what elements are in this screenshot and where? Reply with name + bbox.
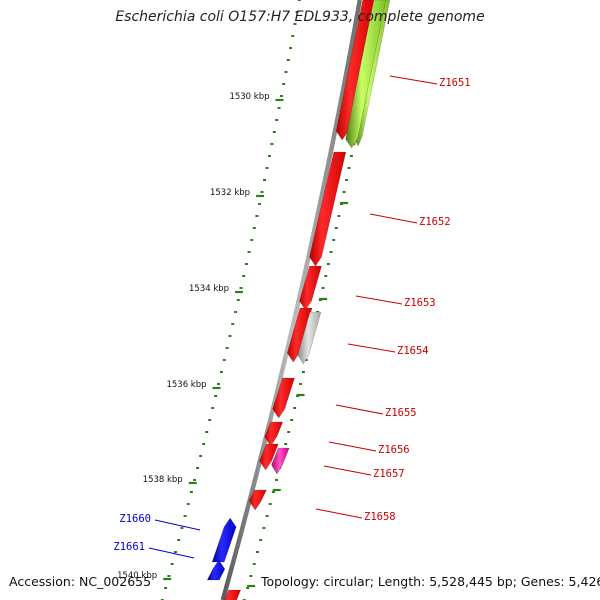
gene-z1656 — [264, 421, 284, 447]
label-leader-line — [355, 295, 403, 305]
gene-label-z1660[interactable]: Z1660 — [119, 513, 151, 525]
label-leader-line — [148, 547, 195, 559]
label-leader-line — [347, 343, 396, 353]
gene-label-z1653[interactable]: Z1653 — [404, 297, 436, 309]
gene-z1660 — [211, 517, 237, 563]
label-leader-line — [154, 519, 201, 531]
gene-label-z1658[interactable]: Z1658 — [364, 511, 396, 523]
tick-label: 1538 kbp — [143, 475, 183, 485]
gene-z1661 — [206, 559, 226, 581]
tick-label: 1536 kbp — [166, 380, 206, 390]
gene-label-z1656[interactable]: Z1656 — [378, 444, 410, 456]
genome-title: Escherichia coli O157:H7 EDL933, complet… — [115, 9, 485, 25]
label-leader-line — [335, 404, 384, 415]
gene-z1654 — [297, 311, 322, 365]
gene-feature — [259, 443, 279, 471]
label-leader-line — [369, 213, 418, 224]
gene-features-layer — [206, 0, 391, 600]
label-leader-line — [389, 75, 438, 85]
gene-z1655 — [272, 377, 295, 419]
label-leader-line — [328, 441, 377, 452]
tick-label: 1534 kbp — [189, 284, 229, 294]
tick-marks-layer: 1530 kbp 1532 kbp 1534 kbp 1536 kbp 1538 kbp… — [117, 0, 383, 600]
gene-label-z1657[interactable]: Z1657 — [373, 468, 405, 480]
gene-label-z1651[interactable]: Z1651 — [439, 77, 471, 89]
tick-label: 1540 kbp — [117, 571, 157, 581]
backbone-line — [220, 0, 363, 600]
gene-z1653 — [299, 265, 322, 311]
tick-label: 1530 kbp — [229, 92, 269, 102]
topology-text: Topology: circular; Length: 5,528,445 bp… — [261, 574, 600, 589]
label-leader-line — [315, 508, 363, 519]
gene-z1657 — [271, 447, 290, 475]
gene-feature — [335, 0, 376, 141]
gene-feature — [286, 307, 313, 363]
gene-label-z1661[interactable]: Z1661 — [113, 541, 145, 553]
gene-label-z1652[interactable]: Z1652 — [419, 216, 451, 228]
gene-labels-layer: Z1651 Z1652 Z1653 Z1654 Z1655 Z1656 Z1657 Z1658… — [113, 75, 471, 559]
gene-label-z1655[interactable]: Z1655 — [385, 407, 417, 419]
gene-z1651 — [345, 0, 387, 149]
gene-z1652 — [309, 151, 347, 267]
genome-backbone — [220, 0, 363, 600]
label-leader-line — [323, 465, 372, 476]
tick-label: 1532 kbp — [210, 188, 250, 198]
gene-label-z1654[interactable]: Z1654 — [397, 345, 429, 357]
gene-z1658 — [248, 489, 267, 511]
gene-feature — [224, 589, 242, 600]
accession-text: Accession: NC_002655 — [9, 574, 152, 589]
